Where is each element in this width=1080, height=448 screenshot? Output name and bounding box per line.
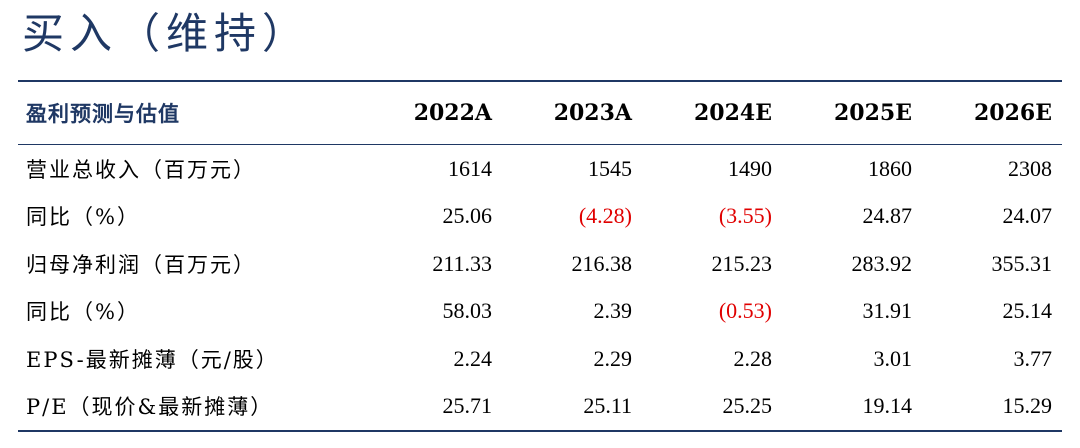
rating-title: 买入（维持） [22,9,311,58]
forecast-table: 盈利预测与估值 2022A 2023A 2024E 2025E 2026E 营业… [18,82,1062,430]
year-header: 2026E [922,82,1062,145]
table-cell: 25.71 [442,393,493,419]
table-cell: 215.23 [711,250,773,276]
row-label: 归母净利润（百万元） [26,252,256,277]
table-cell: 1614 [448,155,492,181]
table-row: 同比（%） 25.06 (4.28) (3.55) 24.87 24.07 [18,193,1062,241]
table-cell: 2.28 [733,345,773,371]
year-header: 2023A [502,82,642,145]
table-cell: (4.28) [578,203,632,229]
table-row: 归母净利润（百万元） 211.33 216.38 215.23 283.92 3… [18,240,1062,288]
table-cell: 1860 [868,155,912,181]
year-header: 2022A [362,82,502,145]
table-cell: 24.87 [862,203,913,229]
table-row: P/E（现价&最新摊薄） 25.71 25.11 25.25 19.14 15.… [18,383,1062,431]
table-cell: 211.33 [432,250,492,276]
table-cell: 355.31 [991,250,1053,276]
table-cell: 2308 [1008,155,1052,181]
forecast-table-container: 盈利预测与估值 2022A 2023A 2024E 2025E 2026E 营业… [18,80,1062,432]
table-row: 同比（%） 58.03 2.39 (0.53) 31.91 25.14 [18,288,1062,336]
row-label: 营业总收入（百万元） [26,157,256,182]
table-cell: (0.53) [718,298,772,324]
table-cell: 2.39 [593,298,633,324]
row-label: 同比（%） [26,205,140,230]
table-cell: (3.55) [718,203,772,229]
table-cell: 1545 [588,155,632,181]
table-cell: 58.03 [442,298,493,324]
table-cell: 216.38 [571,250,633,276]
table-header-row: 盈利预测与估值 2022A 2023A 2024E 2025E 2026E [18,82,1062,145]
table-cell: 25.14 [1002,298,1053,324]
table-cell: 2.24 [453,345,493,371]
table-cell: 1490 [728,155,772,181]
table-row: 营业总收入（百万元） 1614 1545 1490 1860 2308 [18,145,1062,193]
table-cell: 25.25 [722,393,773,419]
table-cell: 25.11 [583,393,632,419]
table-cell: 3.01 [873,345,913,371]
row-label: EPS-最新摊薄（元/股） [26,347,279,372]
table-cell: 283.92 [851,250,913,276]
table-cell: 2.29 [593,345,633,371]
year-header: 2024E [642,82,782,145]
row-label: 同比（%） [26,300,140,325]
table-cell: 19.14 [862,393,913,419]
year-header: 2025E [782,82,922,145]
table-row: EPS-最新摊薄（元/股） 2.24 2.29 2.28 3.01 3.77 [18,335,1062,383]
row-label: P/E（现价&最新摊薄） [26,395,274,420]
table-cell: 31.91 [862,298,913,324]
table-cell: 3.77 [1013,345,1053,371]
table-cell: 15.29 [1002,393,1053,419]
table-header-label: 盈利预测与估值 [18,82,362,145]
table-cell: 25.06 [442,203,493,229]
table-cell: 24.07 [1002,203,1053,229]
